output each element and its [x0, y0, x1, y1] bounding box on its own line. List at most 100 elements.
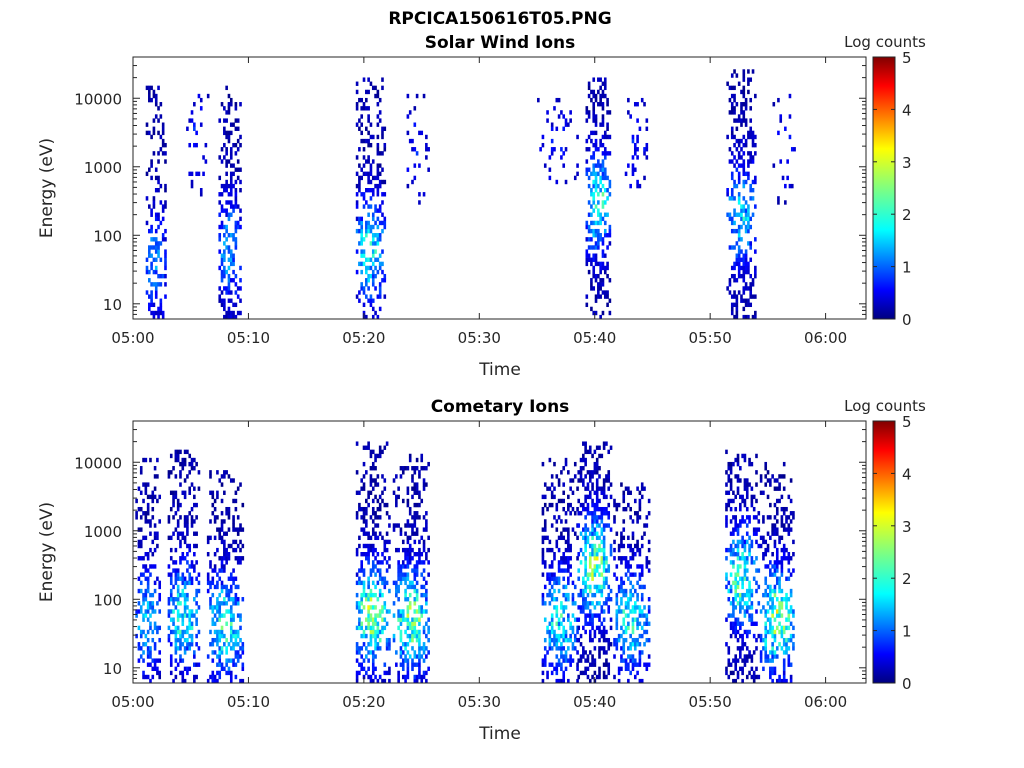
spectrogram-cell — [229, 212, 233, 217]
spectrogram-cell — [218, 527, 222, 532]
spectrogram-cell — [371, 134, 375, 140]
spectrogram-cell — [381, 629, 384, 635]
spectrogram-cell — [567, 470, 570, 475]
spectrogram-cell — [745, 588, 749, 594]
spectrogram-cell — [764, 564, 768, 569]
spectrogram-cell — [725, 523, 728, 528]
spectrogram-cell — [227, 511, 231, 516]
spectrogram-cell — [792, 609, 795, 614]
spectrogram-cell — [766, 564, 770, 569]
spectrogram-cell — [223, 224, 226, 230]
spectrogram-cell — [584, 584, 587, 590]
spectrogram-cell — [355, 580, 359, 586]
spectrogram-cell — [362, 155, 366, 160]
spectrogram-cell — [759, 650, 763, 655]
spectrogram-cell — [633, 552, 637, 557]
spectrogram-cell — [627, 621, 630, 626]
spectrogram-cell — [225, 188, 228, 193]
spectrogram-cell — [553, 556, 556, 561]
spectrogram-cell — [780, 523, 784, 528]
spectrogram-cell — [195, 601, 198, 606]
spectrogram-cell — [587, 228, 591, 234]
spectrogram-cell — [378, 572, 382, 577]
spectrogram-cell — [183, 666, 187, 672]
spectrogram-cell — [593, 466, 597, 471]
spectrogram-cell — [585, 118, 589, 123]
spectrogram-cell — [385, 580, 389, 586]
spectrogram-cell — [369, 637, 373, 643]
spectrogram-cell — [590, 261, 593, 267]
spectrogram-cell — [367, 658, 370, 663]
spectrogram-cell — [406, 584, 410, 590]
spectrogram-cell — [598, 535, 601, 541]
spectrogram-cell — [239, 179, 242, 185]
spectrogram-cell — [199, 192, 203, 197]
spectrogram-cell — [750, 556, 754, 561]
spectrogram-cell — [220, 535, 224, 541]
spectrogram-cell — [627, 110, 630, 115]
spectrogram-cell — [622, 642, 626, 647]
spectrogram-cell — [401, 576, 405, 581]
spectrogram-cell — [606, 188, 609, 193]
spectrogram-cell — [624, 592, 628, 598]
spectrogram-cell — [601, 290, 605, 295]
spectrogram-cell — [408, 592, 412, 598]
spectrogram-cell — [631, 535, 635, 541]
spectrogram-cell — [624, 556, 628, 561]
spectrogram-cell — [617, 588, 621, 594]
spectrogram-cell — [606, 294, 609, 299]
spectrogram-cell — [186, 531, 189, 536]
spectrogram-cell — [232, 523, 235, 528]
spectrogram-cell — [378, 261, 382, 267]
spectrogram-cell — [553, 580, 556, 586]
spectrogram-cell — [404, 547, 407, 553]
spectrogram-cell — [743, 572, 747, 577]
spectrogram-cell — [603, 290, 607, 295]
spectrogram-cell — [381, 249, 384, 254]
spectrogram-cell — [555, 654, 559, 659]
spectrogram-cell — [362, 302, 366, 308]
spectrogram-cell — [769, 605, 772, 610]
spectrogram-cell — [188, 461, 192, 467]
spectrogram-cell — [369, 674, 373, 680]
spectrogram-cell — [754, 237, 757, 242]
spectrogram-cell — [733, 97, 736, 103]
spectrogram-cell — [744, 200, 748, 205]
spectrogram-cell — [576, 629, 579, 635]
spectrogram-cell — [741, 494, 744, 500]
spectrogram-cell — [355, 642, 359, 647]
spectrogram-cell — [741, 552, 744, 557]
spectrogram-cell — [564, 511, 568, 516]
spectrogram-cell — [750, 461, 754, 467]
spectrogram-cell — [740, 204, 743, 209]
spectrogram-cell — [595, 506, 599, 512]
spectrogram-cell — [593, 613, 597, 618]
spectrogram-cell — [597, 237, 600, 242]
spectrogram-cell — [584, 568, 587, 573]
spectrogram-cell — [759, 637, 763, 643]
spectrogram-cell — [183, 478, 187, 483]
spectrogram-cell — [613, 637, 616, 643]
spectrogram-cell — [594, 241, 598, 246]
spectrogram-cell — [778, 482, 781, 487]
spectrogram-cell — [789, 556, 793, 561]
spectrogram-cell — [418, 130, 421, 136]
spectrogram-cell — [729, 613, 733, 618]
spectrogram-cell — [362, 506, 366, 512]
spectrogram-cell — [629, 572, 632, 577]
spectrogram-cell — [371, 192, 375, 197]
spectrogram-cell — [588, 617, 592, 622]
spectrogram-cell — [748, 597, 751, 602]
spectrogram-cell — [736, 556, 740, 561]
spectrogram-cell — [151, 494, 155, 500]
spectrogram-cell — [742, 208, 746, 213]
spectrogram-cell — [598, 515, 601, 520]
spectrogram-cell — [146, 646, 150, 651]
spectrogram-cell — [591, 654, 594, 659]
spectrogram-cell — [218, 556, 222, 561]
spectrogram-cell — [787, 617, 791, 622]
spectrogram-cell — [167, 474, 171, 479]
spectrogram-cell — [750, 666, 754, 672]
spectrogram-cell — [159, 200, 163, 205]
spectrogram-cell — [381, 625, 384, 631]
